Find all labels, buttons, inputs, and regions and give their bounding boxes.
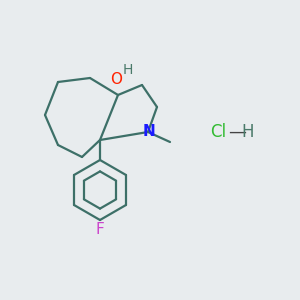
Text: H: H <box>241 123 253 141</box>
Text: F: F <box>96 223 104 238</box>
Text: Cl: Cl <box>210 123 226 141</box>
Text: O: O <box>110 71 122 86</box>
Text: N: N <box>142 124 155 139</box>
Text: —: — <box>228 123 246 141</box>
Text: H: H <box>123 63 133 77</box>
